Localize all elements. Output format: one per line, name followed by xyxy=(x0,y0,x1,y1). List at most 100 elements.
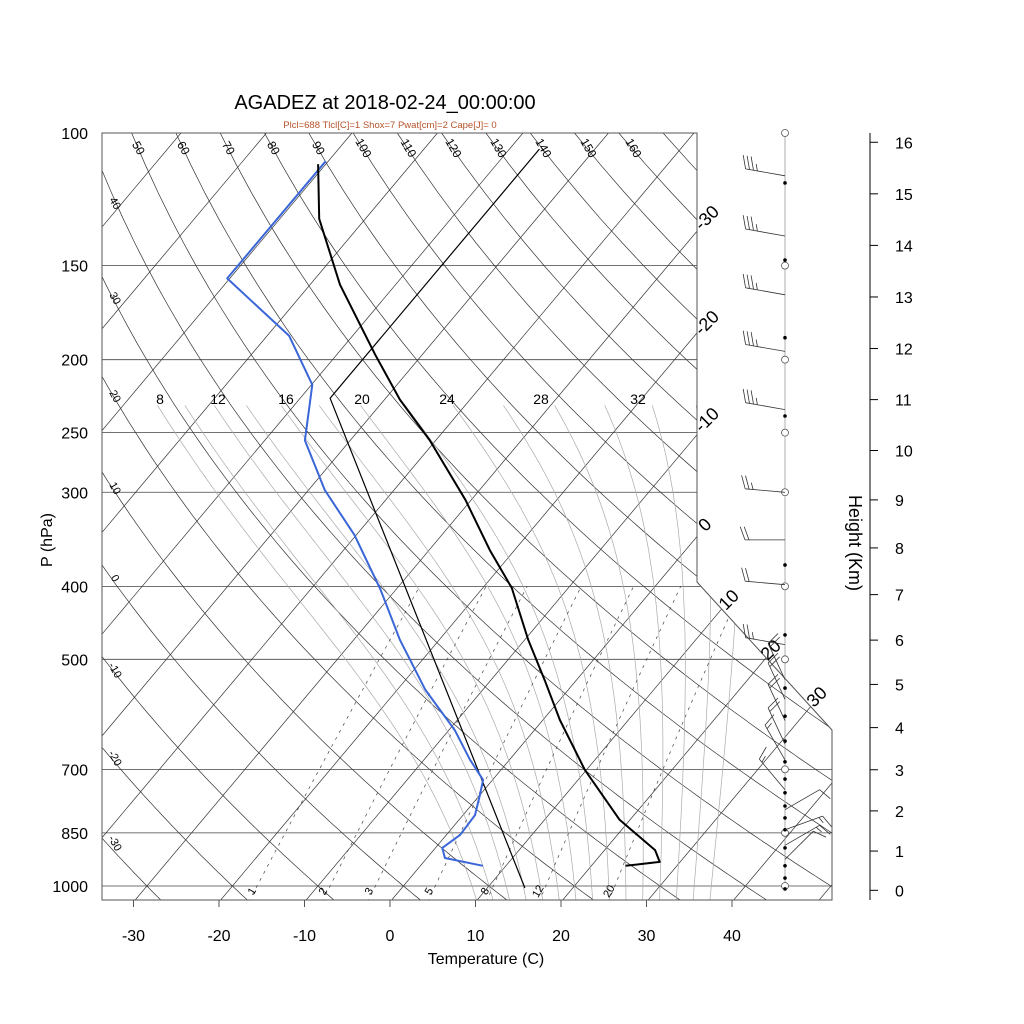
mixing-ratio-line xyxy=(608,586,743,900)
moist-adiabat-line xyxy=(214,405,511,900)
isotherm-line xyxy=(560,133,832,900)
temperature-line xyxy=(317,164,661,867)
dry-adiabat-line xyxy=(102,133,337,900)
pressure-tick-label: 100 xyxy=(61,126,88,143)
mixing-ratio-line xyxy=(427,586,582,900)
dry-adiabat-line xyxy=(102,133,597,900)
height-tick-label: 2 xyxy=(895,804,904,821)
dry-adiabat-label: 60 xyxy=(174,139,193,158)
level-dot xyxy=(783,816,787,820)
pressure-tick-label: 400 xyxy=(61,579,88,596)
dry-adiabat-label: -20 xyxy=(105,749,123,769)
level-dot xyxy=(783,759,787,764)
mixing-ratio-label: 2 xyxy=(317,886,330,897)
dry-adiabat-label: 50 xyxy=(129,139,148,158)
pressure-tick-label: 850 xyxy=(61,826,88,843)
height-tick-label: 1 xyxy=(895,844,904,861)
dry-adiabat-line xyxy=(131,133,832,900)
dry-adiabat-line xyxy=(618,133,832,900)
dry-adiabat-line xyxy=(751,133,832,900)
moist-adiabat-line xyxy=(184,405,494,900)
mandatory-level-marker xyxy=(781,582,789,591)
dry-adiabat-line xyxy=(102,133,424,900)
wind-barb xyxy=(767,674,786,721)
dry-adiabat-label: 0 xyxy=(108,573,121,584)
moist-adiabat-label: 12 xyxy=(210,391,226,407)
moist-adiabat-label: 32 xyxy=(630,391,646,407)
dry-adiabat-label: 140 xyxy=(532,136,554,161)
wind-barb xyxy=(742,215,786,237)
mandatory-level-marker xyxy=(781,655,789,664)
mixing-ratio-label: 12 xyxy=(530,883,547,900)
level-dot xyxy=(783,887,787,891)
mandatory-level-marker xyxy=(781,765,789,774)
level-dot xyxy=(783,876,787,880)
temperature-tick-label: 0 xyxy=(386,928,395,945)
isotherm-line xyxy=(731,133,832,900)
dry-adiabat-line xyxy=(175,133,832,900)
mixing-ratio-line xyxy=(321,586,487,900)
height-tick-label: 15 xyxy=(895,187,913,204)
isotherm-line xyxy=(218,133,832,900)
wind-barb xyxy=(741,475,786,493)
isotherm-line xyxy=(133,133,780,900)
mixing-ratio-label: 8 xyxy=(479,886,492,897)
mixing-ratio-label: 1 xyxy=(246,886,259,897)
level-dot xyxy=(783,777,787,781)
moist-adiabat-line xyxy=(604,405,664,900)
moist-adiabat-label: 28 xyxy=(533,391,549,407)
dry-adiabat-label: 80 xyxy=(264,139,283,158)
dewpoint-line xyxy=(226,160,485,867)
chart-title: AGADEZ at 2018-02-24_00:00:00 xyxy=(234,92,535,114)
pressure-tick-label: 300 xyxy=(61,485,88,502)
dry-adiabat-line xyxy=(102,133,163,900)
isotherm-line xyxy=(646,133,832,900)
moist-adiabat-line xyxy=(452,405,610,900)
wind-barb xyxy=(784,789,831,811)
dry-adiabat-label: 150 xyxy=(577,136,599,161)
moist-adiabat-label: 20 xyxy=(354,391,370,407)
dry-adiabat-line xyxy=(662,133,832,900)
temperature-tick-label: 20 xyxy=(552,928,570,945)
height-tick-label: 14 xyxy=(895,238,913,255)
isotherm-label: -30 xyxy=(690,201,723,234)
temperature-tick-label: -20 xyxy=(207,928,230,945)
dry-adiabat-line xyxy=(102,133,250,900)
temperature-tick-label: -30 xyxy=(122,928,145,945)
wind-barb xyxy=(742,273,786,296)
isotherm-label: 30 xyxy=(803,683,831,711)
mixing-ratio-line xyxy=(367,586,528,900)
isotherm-label: -10 xyxy=(690,403,723,436)
moist-adiabat-line xyxy=(554,405,644,900)
isotherm-line xyxy=(102,133,182,900)
temperature-tick-label: 30 xyxy=(638,928,656,945)
level-dot xyxy=(783,563,787,567)
wind-barb xyxy=(742,155,786,177)
dry-adiabat-label: 10 xyxy=(106,480,123,497)
plot-frame xyxy=(101,132,833,901)
dry-adiabat-label: 110 xyxy=(398,136,420,160)
isotherm-line xyxy=(102,133,438,900)
wind-barb xyxy=(764,714,786,761)
y-axis-label: P (hPa) xyxy=(39,513,56,567)
dry-adiabat-label: 40 xyxy=(106,195,123,212)
wind-barb xyxy=(767,697,786,745)
moist-adiabat-line xyxy=(318,405,560,900)
dry-adiabat-label: 70 xyxy=(219,139,238,158)
level-dot xyxy=(783,790,787,795)
wind-barb xyxy=(784,824,831,846)
height-tick-label: 4 xyxy=(895,721,904,738)
level-dot xyxy=(783,714,787,719)
moist-adiabat-line xyxy=(709,405,740,900)
mandatory-level-marker xyxy=(781,355,789,364)
grid-labels: 50 60 70 80 90 100 110 120 130 140 150 160403020100… xyxy=(105,136,830,900)
level-dot xyxy=(783,846,787,850)
height-tick-label: 13 xyxy=(895,290,913,307)
height-tick-label: 0 xyxy=(895,883,904,900)
mixing-ratio-line xyxy=(538,586,682,900)
wind-barb xyxy=(784,830,827,860)
height-tick-label: 10 xyxy=(895,443,913,460)
pressure-tick-label: 150 xyxy=(61,259,88,276)
level-dot xyxy=(783,258,787,262)
